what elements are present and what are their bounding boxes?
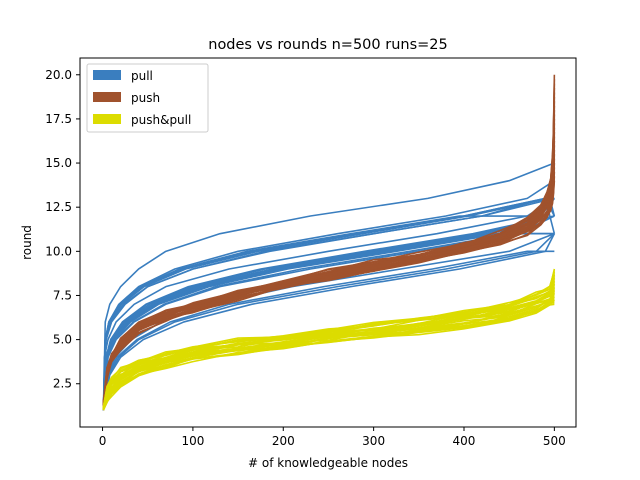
- x-axis: 0 100 200 300 400 500: [99, 427, 566, 448]
- series-line-pull: [102, 215, 555, 411]
- x-tick-label: 500: [543, 434, 566, 448]
- y-tick-label: 7.5: [53, 288, 72, 302]
- legend-swatch-pull: [93, 70, 121, 80]
- series-line-pull: [102, 162, 555, 411]
- y-tick-label: 15.0: [45, 156, 72, 170]
- series-line-pull: [102, 233, 556, 411]
- legend: pull push push&pull: [86, 63, 209, 133]
- y-tick-label: 12.5: [45, 200, 72, 214]
- series-line-push-pull: [102, 293, 555, 410]
- series-line-pull: [102, 197, 556, 411]
- series-line-pull: [102, 215, 555, 411]
- series-line-push-pull: [102, 268, 556, 407]
- y-tick-label: 10.0: [45, 244, 72, 258]
- legend-label-push-pull: push&pull: [131, 113, 191, 127]
- x-tick-label: 300: [362, 434, 385, 448]
- legend-swatch-push-pull: [93, 114, 121, 124]
- x-tick-label: 400: [453, 434, 476, 448]
- x-axis-label: # of knowledgeable nodes: [248, 456, 408, 470]
- series-line-pull: [102, 250, 555, 411]
- y-tick-label: 5.0: [53, 333, 72, 347]
- y-axis: 2.5 5.0 7.5 10.0 12.5 15.0 17.5 20.0: [45, 68, 80, 391]
- x-tick-label: 0: [99, 434, 107, 448]
- y-tick-label: 20.0: [45, 68, 72, 82]
- series-line-push-pull: [102, 289, 556, 409]
- x-tick-label: 200: [272, 434, 295, 448]
- legend-label-pull: pull: [131, 69, 153, 83]
- chart-title: nodes vs rounds n=500 runs=25: [208, 37, 447, 53]
- y-tick-label: 17.5: [45, 112, 72, 126]
- series-line-pull: [102, 197, 555, 411]
- y-axis-label: round: [20, 225, 34, 260]
- plot-area-frame: [79, 57, 577, 428]
- series-line-push: [102, 74, 556, 402]
- y-tick-label: 2.5: [53, 377, 72, 391]
- series-line-pull: [102, 215, 555, 411]
- legend-swatch-push: [93, 92, 121, 102]
- series-layer: [102, 74, 556, 411]
- x-tick-label: 100: [181, 434, 204, 448]
- series-line-pull: [102, 233, 555, 411]
- legend-label-push: push: [131, 91, 160, 105]
